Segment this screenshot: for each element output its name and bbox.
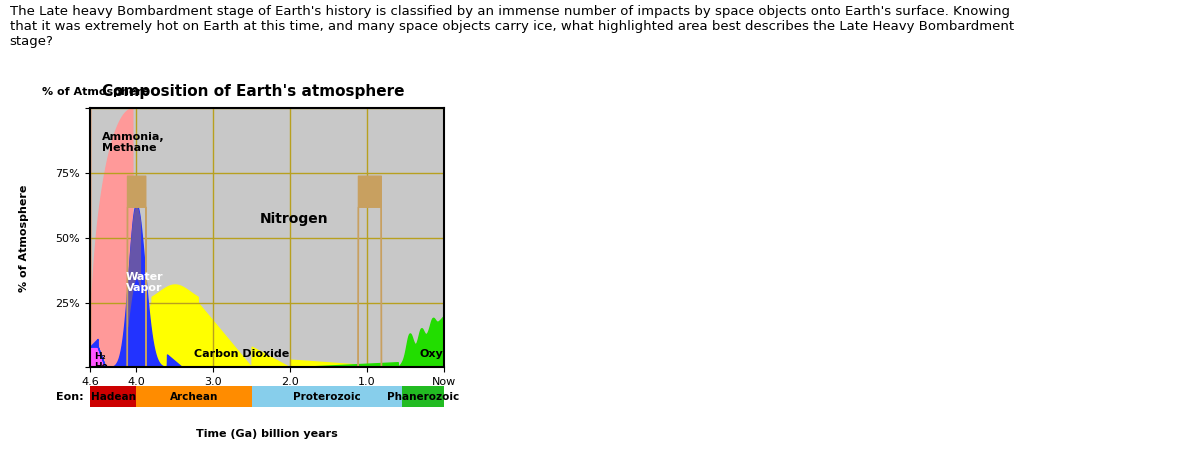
Text: Proterozoic: Proterozoic (293, 392, 361, 402)
Text: Carbon Dioxide: Carbon Dioxide (194, 349, 289, 359)
Text: Nitrogen: Nitrogen (259, 212, 328, 226)
Text: The Late heavy Bombardment stage of Earth's history is classified by an immense : The Late heavy Bombardment stage of Eart… (10, 5, 1014, 48)
Text: Eon:: Eon: (56, 392, 84, 402)
Bar (90, 386, 136, 407)
Text: Hadean: Hadean (90, 392, 136, 402)
Text: Archean: Archean (169, 392, 218, 402)
Bar (136, 386, 252, 407)
Text: Ammonia,
Methane: Ammonia, Methane (102, 131, 164, 153)
Text: Phanerozoic: Phanerozoic (388, 392, 460, 402)
Text: Oxygen: Oxygen (419, 349, 467, 359)
Bar (252, 386, 402, 407)
Text: Composition of Earth's atmosphere: Composition of Earth's atmosphere (102, 84, 404, 99)
Text: % of Atmosphere: % of Atmosphere (19, 184, 29, 292)
Text: % of Atmosphere: % of Atmosphere (42, 87, 149, 97)
Text: Water
Vapor: Water Vapor (126, 271, 163, 293)
Text: H₂
He: H₂ He (95, 352, 108, 371)
Text: Time (Ga) billion years: Time (Ga) billion years (196, 429, 338, 439)
Bar (402, 386, 444, 407)
